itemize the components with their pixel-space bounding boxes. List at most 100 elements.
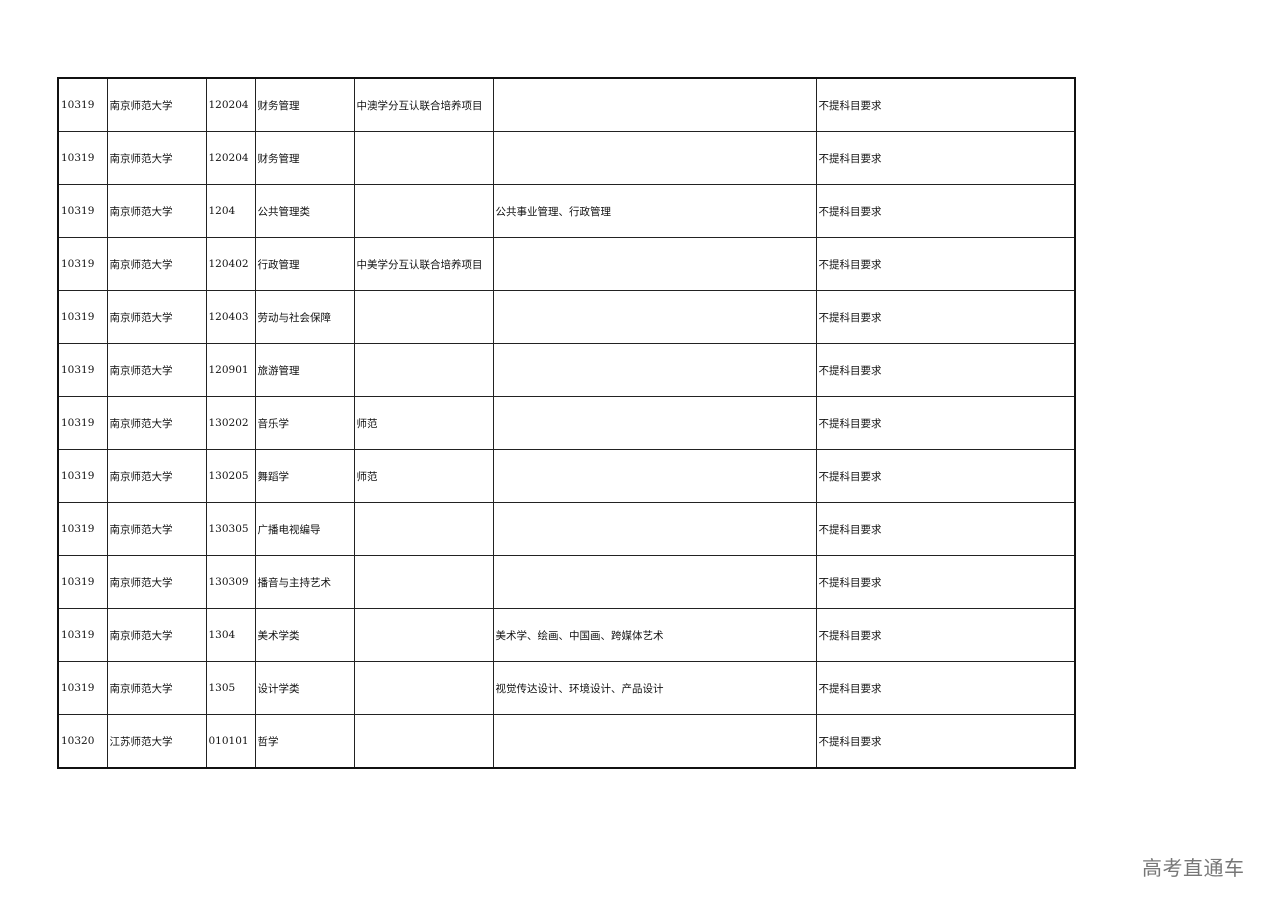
- major-code-cell: 130202: [205, 396, 256, 450]
- school-code-cell: 10320: [57, 714, 108, 769]
- subject-requirement-cell: 不提科目要求: [815, 608, 1076, 662]
- table-row: 10319 南京师范大学 120901 旅游管理 不提科目要求: [57, 343, 1076, 397]
- major-code-cell: 1204: [205, 184, 256, 238]
- major-code-cell: 120204: [205, 77, 256, 132]
- included-majors-cell: [492, 343, 817, 397]
- subject-requirement-cell: 不提科目要求: [815, 343, 1076, 397]
- school-name-cell: 南京师范大学: [106, 555, 207, 609]
- school-name-cell: 南京师范大学: [106, 184, 207, 238]
- major-name-cell: 行政管理: [254, 237, 355, 291]
- included-majors-cell: [492, 714, 817, 769]
- major-name-cell: 旅游管理: [254, 343, 355, 397]
- major-name-cell: 音乐学: [254, 396, 355, 450]
- major-name-cell: 财务管理: [254, 77, 355, 132]
- major-code-cell: 130309: [205, 555, 256, 609]
- major-note-cell: [353, 131, 494, 185]
- major-name-cell: 广播电视编导: [254, 502, 355, 556]
- included-majors-cell: [492, 237, 817, 291]
- school-code-cell: 10319: [57, 77, 108, 132]
- school-code-cell: 10319: [57, 502, 108, 556]
- major-code-cell: 120402: [205, 237, 256, 291]
- major-name-cell: 公共管理类: [254, 184, 355, 238]
- major-code-cell: 130205: [205, 449, 256, 503]
- table-row: 10319 南京师范大学 120204 财务管理 中澳学分互认联合培养项目 不提科目要求: [57, 77, 1076, 132]
- major-code-cell: 120901: [205, 343, 256, 397]
- table-row: 10319 南京师范大学 130202 音乐学 师范 不提科目要求: [57, 396, 1076, 450]
- school-code-cell: 10319: [57, 555, 108, 609]
- included-majors-cell: [492, 77, 817, 132]
- major-code-cell: 1304: [205, 608, 256, 662]
- school-code-cell: 10319: [57, 449, 108, 503]
- major-code-cell: 1305: [205, 661, 256, 715]
- table-row: 10319 南京师范大学 120204 财务管理 不提科目要求: [57, 131, 1076, 185]
- table-row: 10319 南京师范大学 130309 播音与主持艺术 不提科目要求: [57, 555, 1076, 609]
- subject-requirement-cell: 不提科目要求: [815, 77, 1076, 132]
- major-note-cell: 师范: [353, 396, 494, 450]
- school-name-cell: 南京师范大学: [106, 661, 207, 715]
- major-name-cell: 舞蹈学: [254, 449, 355, 503]
- table-row: 10320 江苏师范大学 010101 哲学 不提科目要求: [57, 714, 1076, 769]
- major-note-cell: [353, 184, 494, 238]
- included-majors-cell: [492, 449, 817, 503]
- subject-requirement-cell: 不提科目要求: [815, 555, 1076, 609]
- subject-requirement-cell: 不提科目要求: [815, 237, 1076, 291]
- major-name-cell: 劳动与社会保障: [254, 290, 355, 344]
- major-note-cell: 中美学分互认联合培养项目: [353, 237, 494, 291]
- table-body: 10319 南京师范大学 120204 财务管理 中澳学分互认联合培养项目 不提科目要求 1…: [57, 77, 1076, 769]
- subject-requirement-cell: 不提科目要求: [815, 396, 1076, 450]
- school-code-cell: 10319: [57, 237, 108, 291]
- major-note-cell: [353, 343, 494, 397]
- major-note-cell: [353, 555, 494, 609]
- subject-requirement-cell: 不提科目要求: [815, 290, 1076, 344]
- table-row: 10319 南京师范大学 120403 劳动与社会保障 不提科目要求: [57, 290, 1076, 344]
- major-note-cell: [353, 661, 494, 715]
- major-name-cell: 美术学类: [254, 608, 355, 662]
- school-name-cell: 南京师范大学: [106, 77, 207, 132]
- major-name-cell: 设计学类: [254, 661, 355, 715]
- subject-requirement-cell: 不提科目要求: [815, 502, 1076, 556]
- school-code-cell: 10319: [57, 396, 108, 450]
- school-name-cell: 南京师范大学: [106, 131, 207, 185]
- major-note-cell: 中澳学分互认联合培养项目: [353, 77, 494, 132]
- major-note-cell: 师范: [353, 449, 494, 503]
- school-code-cell: 10319: [57, 184, 108, 238]
- school-name-cell: 南京师范大学: [106, 237, 207, 291]
- school-name-cell: 南京师范大学: [106, 449, 207, 503]
- school-name-cell: 南京师范大学: [106, 290, 207, 344]
- included-majors-cell: 美术学、绘画、中国画、跨媒体艺术: [492, 608, 817, 662]
- school-name-cell: 江苏师范大学: [106, 714, 207, 769]
- school-code-cell: 10319: [57, 343, 108, 397]
- major-code-cell: 130305: [205, 502, 256, 556]
- included-majors-cell: [492, 290, 817, 344]
- included-majors-cell: [492, 396, 817, 450]
- subject-requirement-cell: 不提科目要求: [815, 131, 1076, 185]
- included-majors-cell: [492, 131, 817, 185]
- subject-requirement-cell: 不提科目要求: [815, 184, 1076, 238]
- school-name-cell: 南京师范大学: [106, 396, 207, 450]
- table-row: 10319 南京师范大学 1304 美术学类 美术学、绘画、中国画、跨媒体艺术 不提科目要…: [57, 608, 1076, 662]
- school-code-cell: 10319: [57, 608, 108, 662]
- table-row: 10319 南京师范大学 130205 舞蹈学 师范 不提科目要求: [57, 449, 1076, 503]
- admission-requirements-table: 10319 南京师范大学 120204 财务管理 中澳学分互认联合培养项目 不提科目要求 1…: [57, 77, 1076, 769]
- table-row: 10319 南京师范大学 130305 广播电视编导 不提科目要求: [57, 502, 1076, 556]
- major-note-cell: [353, 290, 494, 344]
- major-note-cell: [353, 714, 494, 769]
- table-row: 10319 南京师范大学 120402 行政管理 中美学分互认联合培养项目 不提科目要求: [57, 237, 1076, 291]
- school-code-cell: 10319: [57, 661, 108, 715]
- major-name-cell: 播音与主持艺术: [254, 555, 355, 609]
- major-note-cell: [353, 502, 494, 556]
- watermark-logo: 高考直通车: [1142, 856, 1245, 880]
- major-note-cell: [353, 608, 494, 662]
- included-majors-cell: 视觉传达设计、环境设计、产品设计: [492, 661, 817, 715]
- included-majors-cell: [492, 502, 817, 556]
- major-code-cell: 010101: [205, 714, 256, 769]
- school-name-cell: 南京师范大学: [106, 502, 207, 556]
- major-code-cell: 120403: [205, 290, 256, 344]
- major-name-cell: 财务管理: [254, 131, 355, 185]
- included-majors-cell: [492, 555, 817, 609]
- school-code-cell: 10319: [57, 290, 108, 344]
- school-name-cell: 南京师范大学: [106, 608, 207, 662]
- table-row: 10319 南京师范大学 1204 公共管理类 公共事业管理、行政管理 不提科目要求: [57, 184, 1076, 238]
- included-majors-cell: 公共事业管理、行政管理: [492, 184, 817, 238]
- major-name-cell: 哲学: [254, 714, 355, 769]
